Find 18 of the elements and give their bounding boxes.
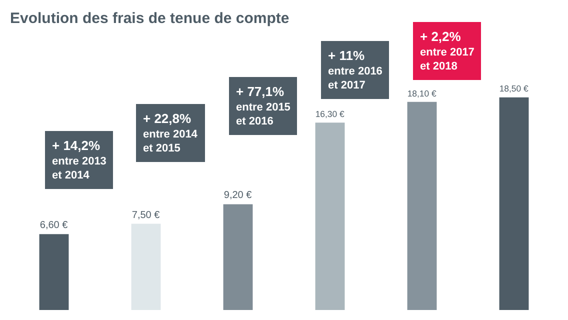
- bar: [223, 204, 253, 310]
- bar: [407, 102, 437, 310]
- bar: [315, 122, 345, 310]
- data-label: 16,30 €: [315, 109, 344, 120]
- chart-title: Evolution des frais de tenue de compte: [10, 10, 290, 27]
- text: + 11% entre 2016 et 2017: [328, 48, 382, 92]
- annotation: + 77,1% entre 2015 et 2016: [236, 84, 290, 128]
- data-label: 7,50 €: [132, 210, 160, 221]
- data-label: 6,60 €: [40, 220, 68, 232]
- bar: [39, 234, 69, 310]
- data-label: 18,50 €: [499, 84, 528, 94]
- data-label: 18,10 €: [407, 88, 436, 98]
- annotation: + 22,8% entre 2014 et 2015: [143, 111, 198, 155]
- annotation: + 14,2% entre 2013 et 2014: [52, 138, 106, 182]
- bar: [499, 97, 529, 310]
- text: + 2,2% entre 2017 et 2018: [420, 29, 474, 73]
- bar: [131, 224, 161, 310]
- data-label: 9,20 €: [224, 190, 252, 202]
